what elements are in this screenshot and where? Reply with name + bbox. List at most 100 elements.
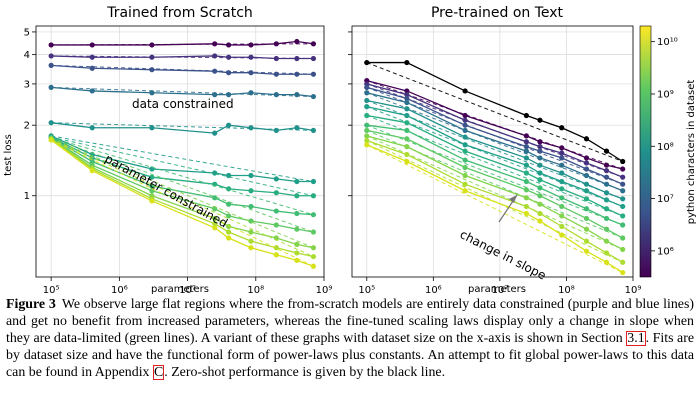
colorbar-tick-label: 10⁸: [657, 142, 674, 153]
series-1-point: [248, 54, 254, 60]
series-11-point: [603, 259, 610, 265]
series-10-point: [310, 253, 317, 260]
zero-shot-point: [537, 117, 543, 123]
series-0-point: [404, 88, 410, 94]
change-in-slope-annotation: change in slope: [458, 227, 549, 282]
series-5-point: [559, 178, 565, 185]
series-11-point: [89, 168, 95, 174]
series-10-point: [212, 221, 218, 227]
series-2-point: [404, 95, 410, 102]
series-0-point: [559, 145, 565, 151]
series-1-point: [462, 117, 468, 123]
series-0-point: [89, 42, 95, 48]
series-2-point: [48, 62, 54, 68]
series-6-point: [226, 186, 232, 192]
series-0-point: [462, 112, 468, 119]
series-8-point: [537, 193, 543, 199]
series-9-point: [603, 238, 610, 244]
series-8-point: [620, 235, 626, 241]
series-3-point: [294, 92, 300, 98]
series-1-point: [559, 150, 565, 156]
series-4-point: [583, 181, 590, 187]
y-tick-label: 2: [24, 121, 30, 132]
colorbar-ticks: 10¹⁰ 10⁹ 10⁸ 10⁷ 10⁶: [651, 37, 678, 257]
series-0-point: [310, 41, 317, 47]
y-tick-label: 5: [24, 27, 30, 38]
change-in-slope-arrowhead: [509, 195, 517, 203]
series-11-point: [248, 245, 254, 251]
series-7-point: [294, 210, 300, 217]
series-0-point: [537, 139, 543, 145]
series-3-point: [48, 84, 54, 90]
series-4-point: [620, 196, 626, 202]
series-4-point: [273, 127, 279, 134]
y-tick-label: 4: [24, 50, 30, 61]
series-4-point: [212, 130, 218, 136]
series-10-fit: [50, 138, 314, 258]
caption-label: Figure 3: [6, 297, 56, 312]
series-10-point: [248, 238, 254, 244]
series-11-point: [364, 142, 370, 148]
series-0-point: [603, 162, 610, 168]
series-1-point: [294, 55, 300, 62]
series-6-point: [294, 193, 300, 199]
series-7-fit: [366, 124, 623, 226]
x-tick-label: 10⁵: [358, 285, 375, 296]
series-2-point: [89, 65, 95, 71]
pretrained-title: Pre-trained on Text: [431, 5, 564, 21]
series-7-point: [226, 201, 232, 207]
series-10-point: [294, 250, 300, 256]
series-8-point: [559, 203, 565, 210]
appendix-ref-link[interactable]: C: [152, 365, 165, 380]
series-11-point: [559, 232, 565, 238]
series-7-point: [310, 212, 317, 218]
series-1-point: [310, 55, 317, 62]
series-1-point: [523, 139, 529, 145]
zero-shot-point: [620, 158, 626, 165]
scratch-series: [48, 38, 317, 269]
series-10-point: [603, 250, 610, 256]
series-2-point: [273, 71, 279, 77]
series-3-point: [248, 90, 254, 96]
series-7-point: [212, 195, 218, 201]
section-ref-link[interactable]: 3.1: [626, 331, 646, 346]
series-9-point: [620, 246, 626, 253]
figure-caption: Figure 3 We observe large flat regions wh…: [6, 296, 694, 381]
series-2-point: [248, 70, 254, 76]
figure-3: Trained from Scratch test loss parameter…: [3, 5, 697, 296]
series-7-point: [537, 185, 543, 191]
series-3-point: [149, 90, 155, 96]
zero-shot-point: [364, 59, 370, 66]
series-2-point: [364, 84, 370, 90]
x-tick-label: 10⁷: [492, 285, 509, 296]
series-9-point: [404, 144, 410, 150]
series-0-point: [294, 38, 300, 45]
series-8-point: [294, 226, 300, 232]
series-1-point: [48, 53, 54, 59]
series-4-point: [248, 125, 254, 131]
series-3-point: [583, 172, 590, 179]
series-6-point: [523, 170, 529, 176]
series-7-point: [603, 215, 610, 222]
series-4-point: [462, 134, 468, 140]
series-9-point: [248, 229, 254, 235]
series-5-fit: [51, 135, 314, 182]
series-2-point: [583, 166, 590, 172]
pretrained-series: [364, 59, 626, 276]
series-1-point: [89, 54, 95, 60]
series-4-point: [48, 120, 54, 126]
series-8-point: [462, 164, 468, 171]
series-8-point: [273, 222, 279, 228]
series-2-point: [537, 148, 543, 154]
series-3-point: [603, 181, 610, 187]
series-2-point: [559, 155, 565, 161]
series-5-point: [620, 203, 626, 210]
series-11-point: [583, 248, 590, 254]
data-constrained-annotation: data constrained: [132, 97, 234, 111]
series-9-point: [310, 245, 317, 251]
series-5-point: [603, 197, 610, 203]
series-11-point: [149, 198, 155, 204]
series-4-point: [404, 106, 410, 112]
series-11-point: [273, 252, 279, 258]
series-3-point: [462, 127, 468, 134]
